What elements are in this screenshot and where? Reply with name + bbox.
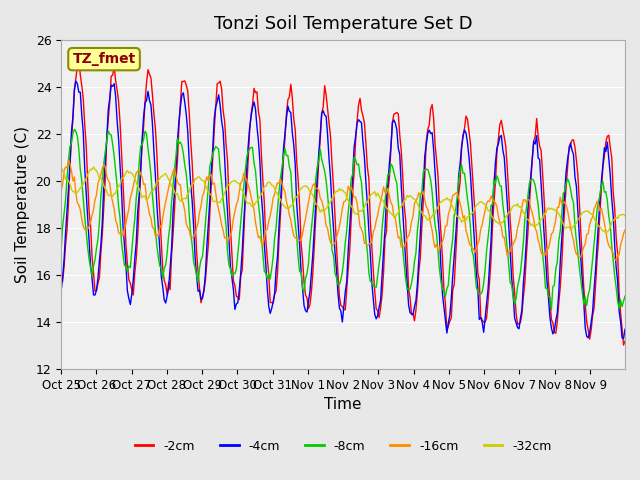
- -16cm: [349, 189, 356, 194]
- Line: -4cm: -4cm: [61, 81, 625, 339]
- -2cm: [461, 125, 468, 131]
- -16cm: [545, 246, 552, 252]
- -8cm: [349, 171, 356, 177]
- Line: -32cm: -32cm: [61, 167, 625, 233]
- -2cm: [545, 279, 552, 285]
- -32cm: [76, 185, 84, 191]
- -32cm: [90, 164, 97, 170]
- -16cm: [58, 188, 65, 193]
- -2cm: [95, 275, 103, 280]
- Line: -16cm: -16cm: [61, 160, 625, 260]
- -32cm: [620, 212, 627, 217]
- -32cm: [621, 213, 629, 219]
- -8cm: [461, 170, 468, 176]
- -8cm: [58, 247, 65, 252]
- -4cm: [618, 335, 626, 340]
- -4cm: [620, 336, 627, 342]
- -4cm: [461, 127, 468, 133]
- -16cm: [95, 176, 103, 182]
- -2cm: [349, 190, 356, 195]
- -8cm: [78, 178, 86, 183]
- Legend: -2cm, -4cm, -8cm, -16cm, -32cm: -2cm, -4cm, -8cm, -16cm, -32cm: [129, 435, 557, 458]
- -8cm: [95, 219, 103, 225]
- -4cm: [58, 288, 65, 294]
- -16cm: [612, 257, 620, 263]
- -2cm: [618, 325, 626, 331]
- -2cm: [58, 279, 65, 285]
- -32cm: [461, 219, 468, 225]
- Line: -2cm: -2cm: [61, 60, 625, 345]
- -16cm: [620, 231, 627, 237]
- -16cm: [65, 157, 72, 163]
- -4cm: [545, 295, 552, 301]
- -8cm: [548, 307, 556, 312]
- -16cm: [621, 227, 629, 233]
- -4cm: [95, 257, 103, 263]
- -2cm: [621, 338, 629, 344]
- X-axis label: Time: Time: [324, 397, 362, 412]
- -32cm: [349, 205, 356, 211]
- Text: TZ_fmet: TZ_fmet: [72, 52, 136, 66]
- -2cm: [75, 58, 83, 63]
- -8cm: [620, 299, 627, 304]
- -32cm: [95, 176, 103, 181]
- -4cm: [78, 112, 86, 118]
- -2cm: [620, 342, 627, 348]
- Title: Tonzi Soil Temperature Set D: Tonzi Soil Temperature Set D: [214, 15, 472, 33]
- -4cm: [621, 326, 629, 332]
- -8cm: [545, 294, 552, 300]
- -4cm: [72, 78, 80, 84]
- Line: -8cm: -8cm: [61, 130, 625, 310]
- -16cm: [78, 216, 86, 222]
- Y-axis label: Soil Temperature (C): Soil Temperature (C): [15, 126, 30, 283]
- -8cm: [621, 293, 629, 299]
- -32cm: [602, 230, 610, 236]
- -32cm: [58, 164, 65, 170]
- -16cm: [461, 213, 468, 219]
- -8cm: [70, 127, 78, 132]
- -32cm: [545, 205, 552, 211]
- -2cm: [78, 83, 86, 88]
- -4cm: [349, 173, 356, 179]
